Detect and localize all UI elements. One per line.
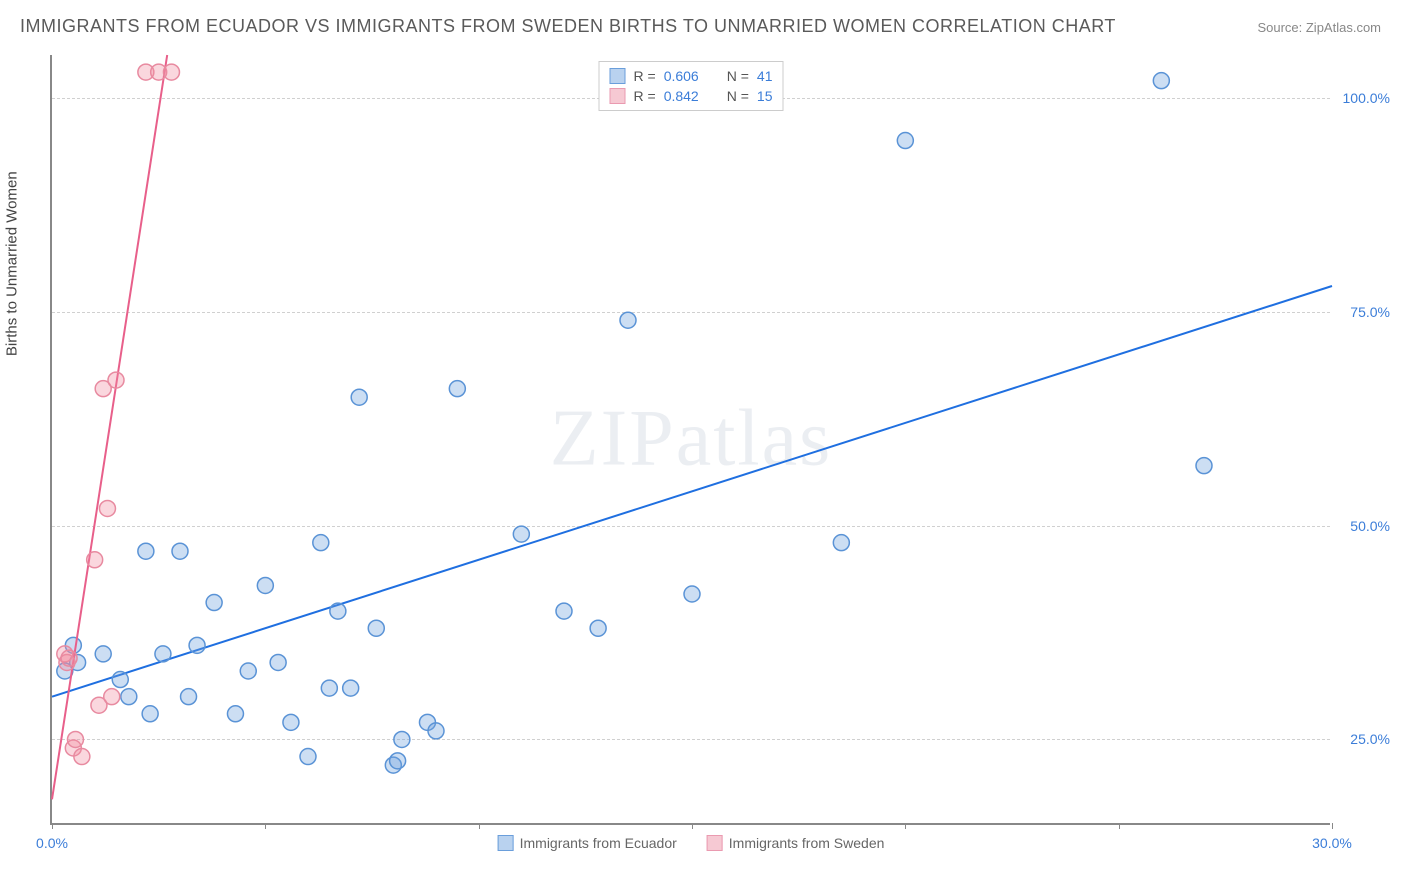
data-point [155,646,171,662]
x-tick [479,823,480,829]
chart-container: IMMIGRANTS FROM ECUADOR VS IMMIGRANTS FR… [0,0,1406,892]
data-point [61,650,77,666]
y-tick-label: 75.0% [1350,304,1390,320]
data-point [449,381,465,397]
y-tick-label: 100.0% [1343,90,1390,106]
data-point [428,723,444,739]
data-point [394,731,410,747]
legend-row-sweden: R = 0.842 N = 15 [610,86,773,106]
plot-area: ZIPatlas 25.0%50.0%75.0%100.0% R = 0.606… [50,55,1330,825]
data-point [313,535,329,551]
data-point [95,646,111,662]
y-tick-label: 50.0% [1350,518,1390,534]
source-attribution: Source: ZipAtlas.com [1257,20,1381,35]
data-point [330,603,346,619]
correlation-legend: R = 0.606 N = 41 R = 0.842 N = 15 [599,61,784,111]
data-point [181,689,197,705]
legend-row-ecuador: R = 0.606 N = 41 [610,66,773,86]
data-point [368,620,384,636]
legend-label-sweden: Immigrants from Sweden [729,835,885,851]
data-point [104,689,120,705]
x-tick [1332,823,1333,829]
legend-item-sweden: Immigrants from Sweden [707,835,885,851]
data-point [556,603,572,619]
data-point [121,689,137,705]
data-point [897,133,913,149]
data-point [684,586,700,602]
data-point [227,706,243,722]
n-label: N = [727,68,749,84]
r-label: R = [634,68,656,84]
swatch-sweden [610,88,626,104]
r-value-ecuador: 0.606 [664,68,699,84]
swatch-ecuador [498,835,514,851]
data-point [283,714,299,730]
data-point [1196,458,1212,474]
swatch-ecuador [610,68,626,84]
chart-title: IMMIGRANTS FROM ECUADOR VS IMMIGRANTS FR… [20,16,1116,37]
data-point [1153,73,1169,89]
data-point [67,731,83,747]
legend-item-ecuador: Immigrants from Ecuador [498,835,677,851]
data-point [189,637,205,653]
data-point [138,543,154,559]
data-point [300,749,316,765]
swatch-sweden [707,835,723,851]
data-point [620,312,636,328]
x-tick [692,823,693,829]
data-point [240,663,256,679]
data-point [270,654,286,670]
data-point [112,672,128,688]
data-point [513,526,529,542]
y-tick-label: 25.0% [1350,731,1390,747]
x-tick [265,823,266,829]
data-point [87,552,103,568]
data-point [257,577,273,593]
legend-label-ecuador: Immigrants from Ecuador [520,835,677,851]
data-point [321,680,337,696]
data-point [351,389,367,405]
data-point [163,64,179,80]
data-point [74,749,90,765]
x-tick [1119,823,1120,829]
data-point [172,543,188,559]
series-legend: Immigrants from Ecuador Immigrants from … [498,835,885,851]
data-point [833,535,849,551]
data-point [590,620,606,636]
data-point [343,680,359,696]
data-point [99,500,115,516]
scatter-svg [52,55,1330,823]
n-value-ecuador: 41 [757,68,773,84]
r-label: R = [634,88,656,104]
r-value-sweden: 0.842 [664,88,699,104]
n-value-sweden: 15 [757,88,773,104]
n-label: N = [727,88,749,104]
data-point [142,706,158,722]
x-tick-label: 30.0% [1312,835,1352,851]
x-tick [905,823,906,829]
data-point [390,753,406,769]
y-axis-label: Births to Unmarried Women [4,171,21,356]
x-tick-label: 0.0% [36,835,68,851]
trend-line [52,55,167,799]
trend-line [52,286,1332,697]
data-point [108,372,124,388]
data-point [206,595,222,611]
x-tick [52,823,53,829]
